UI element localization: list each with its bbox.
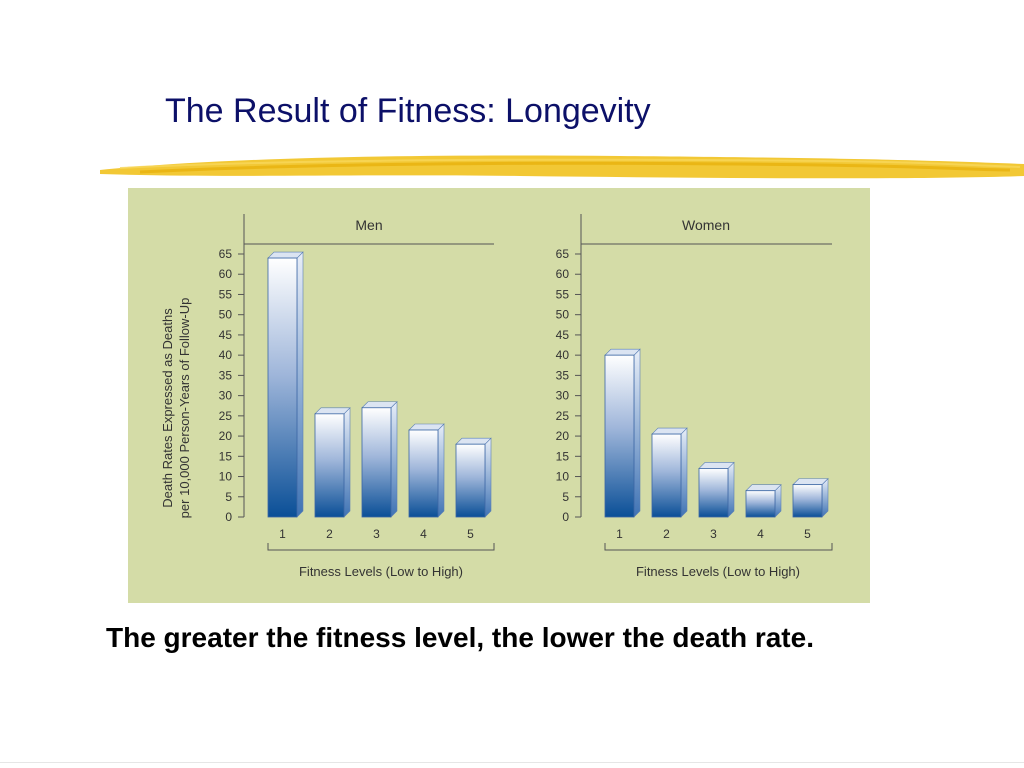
highlight-stroke: [100, 155, 1024, 179]
women-y-tick-label: 45: [556, 328, 570, 342]
men-y-tick-label: 55: [219, 287, 233, 301]
women-bar-top: [792, 478, 829, 485]
women-y-tick-label: 20: [556, 429, 570, 443]
men-x-tick-label: 2: [326, 527, 333, 541]
women-bar-side: [727, 461, 735, 518]
men-bar-side: [296, 251, 304, 518]
men-bar-5: [455, 437, 492, 518]
men-x-tick-label: 5: [467, 527, 474, 541]
men-bar-top: [455, 437, 492, 445]
women-y-tick-label: 40: [556, 348, 570, 362]
men-x-tick-label: 4: [420, 527, 427, 541]
men-bar-1: [267, 251, 304, 518]
men-chart: Men Death Rates Expressed as Deaths per …: [160, 214, 495, 579]
men-bar-2: [314, 407, 351, 518]
women-y-tick-label: 15: [556, 449, 570, 463]
men-bar-side: [484, 437, 492, 518]
women-bar-2: [651, 427, 688, 518]
men-bar-front: [361, 407, 392, 518]
women-bar-side: [821, 477, 829, 518]
women-chart: Women Fitness Levels (Low to High) 0 5 10 1…: [556, 214, 833, 579]
men-y-tick-label: 35: [219, 368, 233, 382]
men-y-tick-label: 50: [219, 308, 233, 322]
women-y-tick-label: 30: [556, 389, 570, 403]
men-bar-side: [343, 407, 351, 518]
women-x-axis-bracket: [604, 543, 833, 551]
chart-panel: Men Death Rates Expressed as Deaths per …: [128, 188, 870, 603]
women-bar-top: [651, 427, 688, 435]
footer-divider: [0, 762, 1024, 763]
chart-svg: Men Death Rates Expressed as Deaths per …: [160, 214, 833, 579]
women-y-tick-label: 25: [556, 409, 570, 423]
women-y-tick-label: 5: [562, 490, 569, 504]
women-x-tick-label: 5: [804, 527, 811, 541]
men-y-tick-label: 10: [219, 470, 233, 484]
women-bar-top: [745, 484, 782, 492]
men-y-tick-label: 5: [225, 490, 232, 504]
men-bar-front: [408, 429, 439, 518]
women-bar-front: [792, 484, 823, 518]
men-y-axis-label-line-2: per 10,000 Person-Years of Follow-Up: [177, 298, 192, 519]
men-y-axis-label-line-1: Death Rates Expressed as Deaths: [160, 308, 175, 508]
women-y-tick-label: 0: [562, 510, 569, 524]
women-y-tick-label: 55: [556, 287, 570, 301]
women-chart-title: Women: [682, 217, 730, 233]
men-y-tick-label: 30: [219, 389, 233, 403]
women-bar-1: [604, 348, 641, 518]
women-bar-top: [604, 348, 641, 356]
men-bar-front: [455, 443, 486, 518]
women-bar-side: [680, 427, 688, 518]
men-x-tick-label: 3: [373, 527, 380, 541]
women-bar-5: [792, 477, 829, 518]
caption: The greater the fitness level, the lower…: [106, 622, 814, 653]
women-bar-side: [633, 348, 641, 518]
men-bar-4: [408, 423, 445, 518]
women-y-tick-label: 60: [556, 267, 570, 281]
men-x-tick-label: 1: [279, 527, 286, 541]
women-bar-4: [745, 483, 782, 518]
women-bar-front: [698, 468, 729, 518]
men-y-tick-label: 20: [219, 429, 233, 443]
men-x-axis-label: Fitness Levels (Low to High): [299, 564, 463, 579]
men-bar-front: [314, 413, 345, 518]
men-bar-top: [267, 251, 304, 259]
women-bar-front: [651, 433, 682, 518]
slide-title: The Result of Fitness: Longevity: [165, 92, 651, 130]
men-bar-top: [361, 401, 398, 409]
women-x-axis-label: Fitness Levels (Low to High): [636, 564, 800, 579]
women-y-tick-label: 50: [556, 308, 570, 322]
men-bar-front: [267, 257, 298, 518]
women-x-tick-label: 2: [663, 527, 670, 541]
men-y-tick-label: 25: [219, 409, 233, 423]
men-y-tick-label: 45: [219, 328, 233, 342]
women-bar-top: [698, 462, 735, 469]
men-y-tick-label: 0: [225, 510, 232, 524]
men-bar-top: [314, 407, 351, 415]
women-y-tick-label: 10: [556, 470, 570, 484]
men-bar-side: [437, 423, 445, 518]
men-y-tick-label: 40: [219, 348, 233, 362]
men-y-tick-label: 15: [219, 449, 233, 463]
women-x-tick-label: 3: [710, 527, 717, 541]
women-y-tick-label: 65: [556, 247, 570, 261]
men-chart-title: Men: [355, 217, 382, 233]
men-bar-side: [390, 401, 398, 518]
men-y-tick-label: 65: [219, 247, 233, 261]
men-bar-3: [361, 401, 398, 518]
women-y-tick-label: 35: [556, 368, 570, 382]
women-x-tick-label: 1: [616, 527, 623, 541]
women-bar-front: [745, 490, 776, 518]
women-x-tick-label: 4: [757, 527, 764, 541]
men-bar-top: [408, 423, 445, 431]
men-y-tick-label: 60: [219, 267, 233, 281]
women-bar-front: [604, 354, 635, 518]
women-bar-3: [698, 461, 735, 518]
men-x-axis-bracket: [267, 543, 495, 551]
